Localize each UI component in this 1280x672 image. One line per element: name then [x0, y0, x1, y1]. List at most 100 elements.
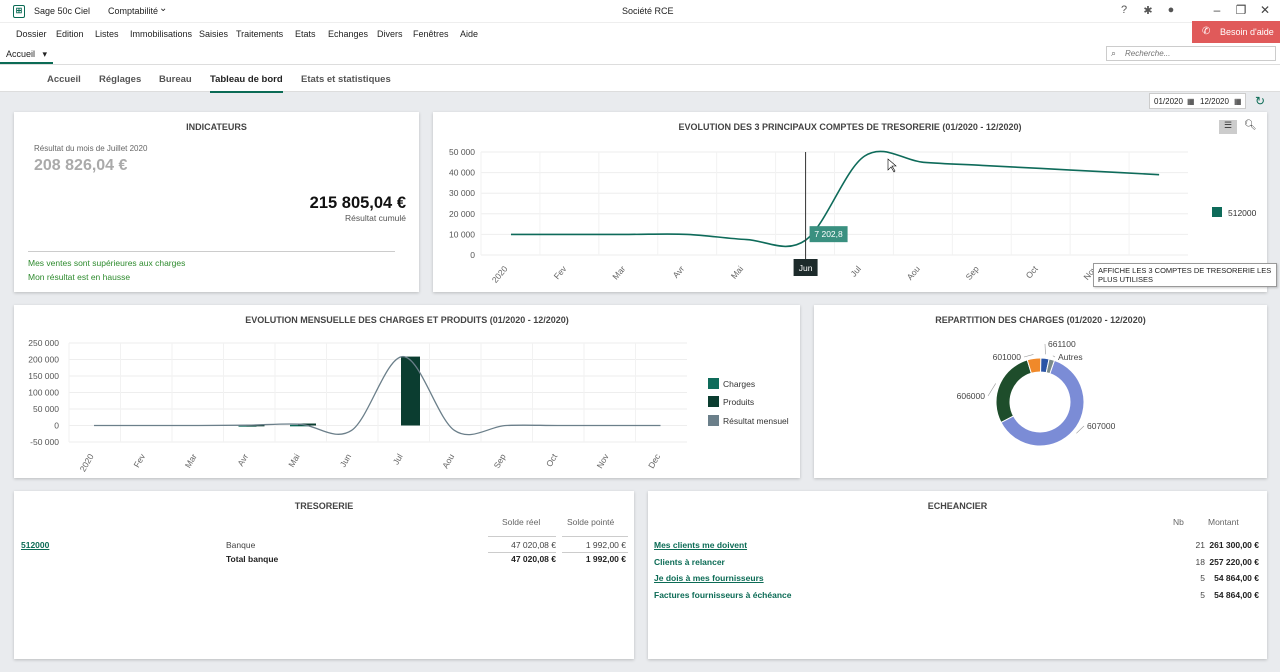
menu-divers[interactable]: Divers: [377, 29, 403, 39]
calendar-icon[interactable]: ▦: [1187, 97, 1195, 106]
list-view-icon[interactable]: ☰: [1219, 120, 1237, 134]
legend-swatch: [708, 378, 719, 389]
total-label: Total banque: [226, 554, 279, 564]
total-solde-pointe: 1 992,00 €: [585, 554, 626, 564]
repartition-card: REPARTITION DES CHARGES (01/2020 - 12/20…: [814, 305, 1267, 478]
echeancier-row-montant: 257 220,00 €: [1209, 557, 1259, 567]
subnav-bureau[interactable]: Bureau: [159, 74, 192, 85]
y-tick-label: 100 000: [28, 388, 59, 398]
menu-echanges[interactable]: Echanges: [328, 29, 369, 39]
menu-dossier[interactable]: Dossier: [16, 29, 47, 39]
subnav-reglages[interactable]: Réglages: [99, 74, 142, 85]
slice-leader-line: [1076, 425, 1085, 434]
col-solde-reel: Solde réel: [502, 517, 541, 527]
menu-fenetres[interactable]: Fenêtres: [413, 29, 449, 39]
subnav-etats-statistiques[interactable]: Etats et statistiques: [301, 74, 391, 85]
subnav-accueil[interactable]: Accueil: [47, 74, 81, 85]
y-tick-label: -50 000: [30, 437, 59, 447]
slice-leader-line: [987, 383, 996, 397]
charges-produits-card: EVOLUTION MENSUELLE DES CHARGES ET PRODU…: [14, 305, 800, 478]
slice-607000: [1000, 359, 1085, 447]
menu-traitements[interactable]: Traitements: [236, 29, 284, 39]
category-tooltip-text: Jun: [799, 263, 813, 273]
y-tick-label: 20 000: [449, 209, 475, 219]
x-tick-label: Dec: [646, 451, 663, 470]
lightbulb-icon[interactable]: ✱: [1143, 5, 1153, 17]
tab-row: Accueil ▾ ⌕: [0, 44, 1280, 65]
echeancier-row-nb: 5: [1200, 573, 1205, 583]
slice-label: Autres: [1058, 352, 1083, 362]
slice-606000: [995, 359, 1032, 424]
chevron-down-icon[interactable]: ⌄: [159, 3, 168, 14]
search-box[interactable]: ⌕: [1106, 46, 1276, 61]
echeancier-row-label[interactable]: Mes clients me doivent: [654, 540, 748, 550]
period-to[interactable]: 12/2020: [1200, 97, 1229, 106]
divider: [562, 536, 628, 537]
sub-navigation: Accueil Réglages Bureau Tableau de bord …: [0, 65, 1280, 93]
tresorerie-line-chart[interactable]: 50 000 40 000 30 000 20 000 10 000 0 2020 Fev Ma…: [433, 112, 1267, 292]
total-solde-reel: 47 020,08 €: [511, 554, 556, 564]
slice-leader-line: [1023, 354, 1034, 358]
help-circle-icon[interactable]: ?: [1120, 4, 1128, 16]
row-solde-pointe: 1 992,00 €: [585, 540, 626, 550]
account-link[interactable]: 512000: [21, 540, 50, 550]
x-tick-label: Jul: [391, 452, 405, 467]
menu-etats[interactable]: Etats: [295, 29, 316, 39]
menu-aide[interactable]: Aide: [460, 29, 479, 39]
legend-swatch: [708, 415, 719, 426]
legend-swatch: [708, 396, 719, 407]
zoom-icon[interactable]: 🔍︎: [1244, 120, 1257, 131]
month-result-label: Résultat du mois de Juillet 2020: [34, 144, 148, 153]
echeancier-row-label[interactable]: Factures fournisseurs à échéance: [654, 590, 792, 600]
minimize-button[interactable]: –: [1213, 3, 1221, 17]
sales-message: Mes ventes sont supérieures aux charges: [28, 258, 186, 268]
x-tick-label: Sep: [492, 452, 508, 470]
col-montant: Montant: [1208, 517, 1239, 527]
x-tick-label: Avr: [235, 452, 250, 468]
y-tick-label: 0: [470, 250, 475, 260]
bar-produits: [298, 423, 316, 426]
help-button[interactable]: ✆ Besoin d'aide: [1192, 21, 1280, 43]
search-icon: ⌕: [1111, 48, 1117, 58]
x-tick-label: Jun: [338, 452, 354, 469]
repartition-chart-title: REPARTITION DES CHARGES (01/2020 - 12/20…: [935, 315, 1146, 325]
subnav-tableau-de-bord[interactable]: Tableau de bord: [210, 74, 283, 93]
echeancier-card: ECHEANCIER Nb Montant Mes clients me doi…: [648, 491, 1267, 659]
charges-chart-title: EVOLUTION MENSUELLE DES CHARGES ET PRODU…: [245, 315, 569, 325]
x-tick-label: Mar: [610, 264, 627, 282]
restore-button[interactable]: ❐: [1235, 3, 1247, 17]
bar-produits: [401, 356, 420, 426]
echeancier-row-montant: 54 864,00 €: [1214, 573, 1259, 583]
indicateurs-title: INDICATEURS: [186, 122, 247, 132]
user-icon[interactable]: ●: [1167, 4, 1175, 16]
row-solde-reel: 47 020,08 €: [511, 540, 556, 550]
module-selector[interactable]: Comptabilité: [108, 6, 159, 16]
echeancier-row-montant: 54 864,00 €: [1214, 590, 1259, 600]
menu-saisies[interactable]: Saisies: [199, 29, 229, 39]
row-label: Banque: [226, 540, 256, 550]
tab-accueil[interactable]: Accueil ▾: [0, 44, 54, 64]
y-tick-label: 10 000: [449, 229, 475, 239]
col-nb: Nb: [1173, 517, 1184, 527]
close-button[interactable]: ✕: [1259, 3, 1271, 17]
mouse-cursor-icon: [887, 158, 897, 173]
phone-icon: ✆: [1202, 26, 1211, 37]
charges-produits-chart[interactable]: 250 000 200 000 150 000 100 000 50 000 0 -50 0…: [14, 305, 800, 478]
period-from[interactable]: 01/2020: [1154, 97, 1183, 106]
caret-down-icon[interactable]: ▾: [42, 49, 48, 59]
divider: [488, 536, 556, 537]
x-tick-label: Mar: [183, 452, 199, 470]
menu-edition[interactable]: Edition: [56, 29, 84, 39]
refresh-icon[interactable]: ↻: [1255, 94, 1266, 108]
menu-listes[interactable]: Listes: [95, 29, 119, 39]
search-input[interactable]: [1125, 48, 1273, 59]
company-name: Société RCE: [622, 6, 674, 16]
repartition-donut-chart[interactable]: 607000 606000 601000 661100 Autres: [814, 305, 1267, 478]
calendar-icon[interactable]: ▦: [1234, 97, 1242, 106]
echeancier-row-label[interactable]: Clients à relancer: [654, 557, 725, 567]
echeancier-row-montant: 261 300,00 €: [1209, 540, 1259, 550]
tab-accueil-label: Accueil: [6, 49, 36, 59]
x-tick-label: Oct: [544, 451, 560, 468]
echeancier-row-label[interactable]: Je dois à mes fournisseurs: [654, 573, 764, 583]
menu-immobilisations[interactable]: Immobilisations: [130, 29, 193, 39]
